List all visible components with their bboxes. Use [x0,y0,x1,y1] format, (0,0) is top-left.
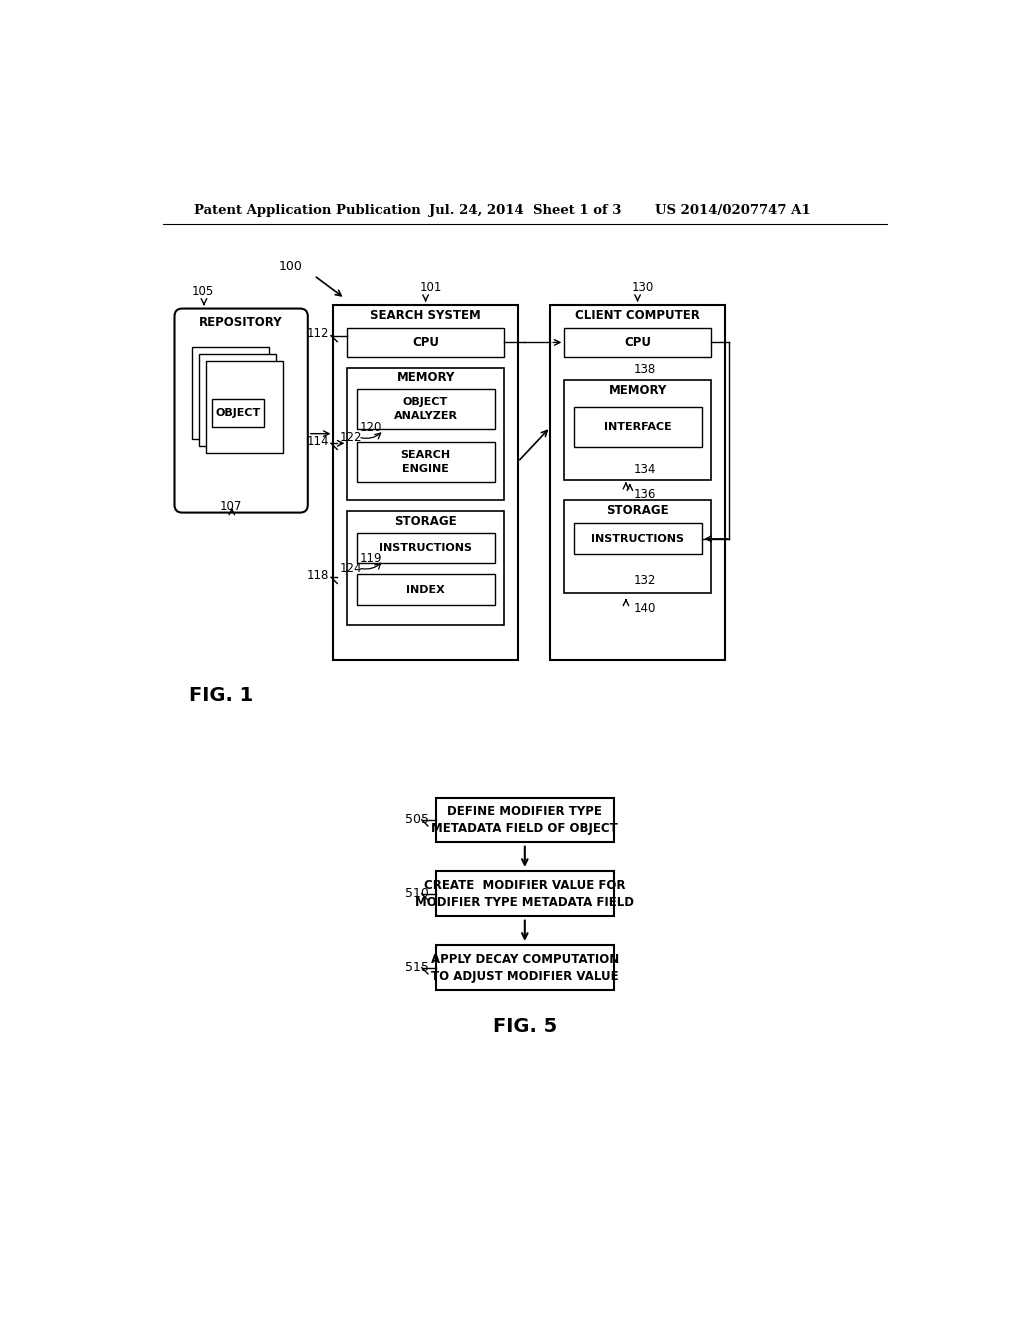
Text: 119: 119 [359,552,382,565]
Text: REPOSITORY: REPOSITORY [200,315,283,329]
Text: INTERFACE: INTERFACE [604,422,672,432]
Text: 140: 140 [634,602,656,615]
Text: INSTRUCTIONS: INSTRUCTIONS [379,543,472,553]
Text: FIG. 1: FIG. 1 [188,685,253,705]
Text: CPU: CPU [624,335,651,348]
Text: 505: 505 [404,813,429,826]
Text: 138: 138 [634,363,656,376]
Text: OBJECT: OBJECT [215,408,261,418]
Bar [573,407,701,447]
Bar [550,305,725,660]
Text: 510: 510 [404,887,429,900]
Text: 122: 122 [340,430,362,444]
Text: 515: 515 [404,961,429,974]
Text: ENGINE: ENGINE [402,463,450,474]
Text: FIG. 5: FIG. 5 [493,1018,557,1036]
Bar [356,574,495,605]
Bar [347,511,504,626]
Text: 130: 130 [632,281,653,294]
Bar [334,305,518,660]
Bar [435,871,614,916]
Bar [564,327,711,358]
Text: 105: 105 [191,285,214,298]
Text: SEARCH SYSTEM: SEARCH SYSTEM [371,309,481,322]
Bar [435,945,614,990]
Text: 124: 124 [340,561,362,574]
Text: 120: 120 [359,421,382,434]
Bar [206,360,283,453]
Text: 112: 112 [307,327,330,341]
Text: MODIFIER TYPE METADATA FIELD: MODIFIER TYPE METADATA FIELD [416,896,634,908]
Bar [435,797,614,842]
Text: METADATA FIELD OF OBJECT: METADATA FIELD OF OBJECT [431,822,618,834]
Text: INSTRUCTIONS: INSTRUCTIONS [591,533,684,544]
Bar [347,327,504,358]
Bar [356,442,495,482]
Bar [191,347,269,440]
FancyBboxPatch shape [174,309,308,512]
Text: 118: 118 [307,569,330,582]
Text: 114: 114 [307,436,330,449]
Text: 107: 107 [219,500,242,513]
Bar [356,389,495,429]
Text: 134: 134 [634,463,656,477]
Text: OBJECT: OBJECT [403,397,449,408]
Text: Patent Application Publication: Patent Application Publication [194,205,421,218]
Text: MEMORY: MEMORY [608,384,667,397]
Text: ANALYZER: ANALYZER [393,412,458,421]
Text: Jul. 24, 2014  Sheet 1 of 3: Jul. 24, 2014 Sheet 1 of 3 [429,205,622,218]
Text: DEFINE MODIFIER TYPE: DEFINE MODIFIER TYPE [447,805,602,818]
Text: CPU: CPU [412,335,439,348]
Text: 136: 136 [634,487,656,500]
Bar [212,400,264,428]
Bar [356,533,495,564]
Bar [199,354,276,446]
Text: 132: 132 [634,574,656,587]
Text: TO ADJUST MODIFIER VALUE: TO ADJUST MODIFIER VALUE [431,970,618,982]
Text: US 2014/0207747 A1: US 2014/0207747 A1 [655,205,811,218]
Text: SEARCH: SEARCH [400,450,451,459]
Text: 100: 100 [280,260,303,273]
Text: CREATE  MODIFIER VALUE FOR: CREATE MODIFIER VALUE FOR [424,879,626,892]
Bar [573,524,701,554]
Text: STORAGE: STORAGE [394,515,457,528]
Text: INDEX: INDEX [407,585,445,594]
Bar [347,368,504,500]
Bar [564,500,711,593]
Bar [564,380,711,480]
Text: 101: 101 [420,281,441,294]
Text: STORAGE: STORAGE [606,504,669,517]
Text: MEMORY: MEMORY [396,371,455,384]
Text: APPLY DECAY COMPUTATION: APPLY DECAY COMPUTATION [431,953,618,966]
Text: CLIENT COMPUTER: CLIENT COMPUTER [575,309,700,322]
